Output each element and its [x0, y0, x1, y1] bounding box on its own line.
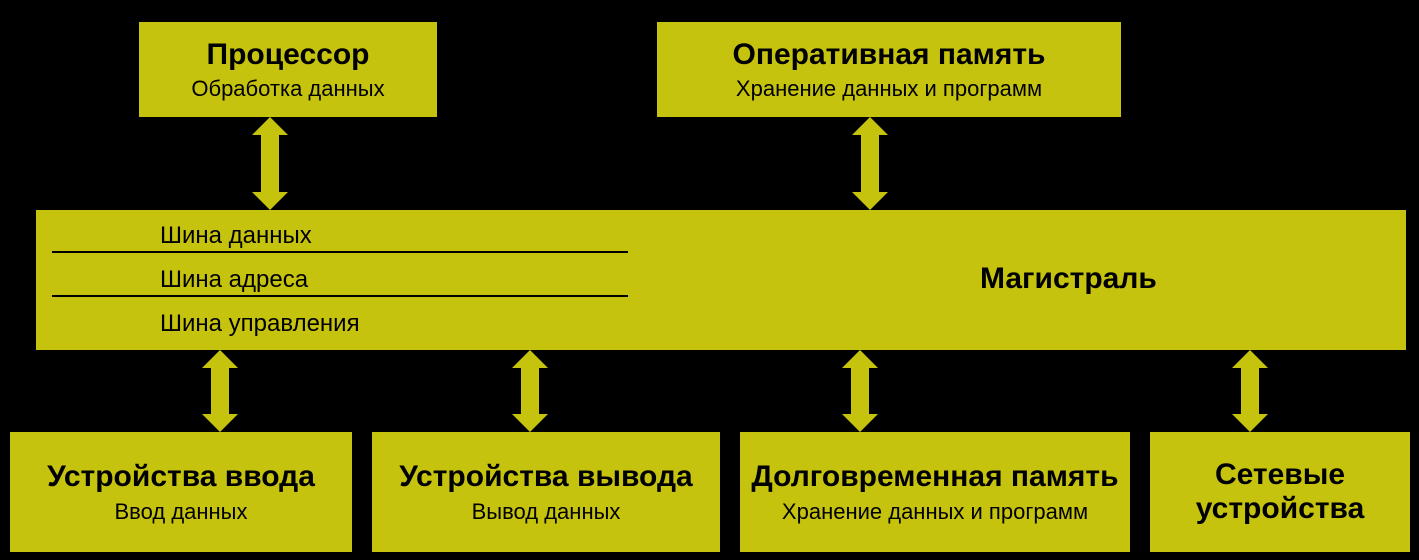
- node-ram-subtitle: Хранение данных и программ: [736, 76, 1042, 101]
- node-ram: Оперативная память Хранение данных и прог…: [657, 22, 1121, 117]
- bus-divider-line: [52, 251, 628, 253]
- node-bus: Шина данных Шина адреса Шина управления Маг…: [36, 210, 1406, 350]
- diagram-canvas: Процессор Обработка данных Оперативная пам…: [0, 0, 1419, 560]
- node-input: Устройства ввода Ввод данных: [10, 432, 352, 552]
- node-cpu-subtitle: Обработка данных: [191, 76, 384, 101]
- bus-line-label-addr: Шина адреса: [160, 266, 308, 294]
- node-storage-subtitle: Хранение данных и программ: [782, 499, 1088, 524]
- bus-line-label-data: Шина данных: [160, 222, 312, 250]
- node-input-subtitle: Ввод данных: [115, 499, 248, 524]
- node-input-title: Устройства ввода: [47, 460, 315, 495]
- double-arrow-icon: [512, 350, 548, 432]
- node-net-title: Сетевые устройства: [1150, 458, 1410, 527]
- double-arrow-icon: [1232, 350, 1268, 432]
- node-net: Сетевые устройства: [1150, 432, 1410, 552]
- double-arrow-icon: [852, 117, 888, 210]
- node-cpu-title: Процессор: [207, 38, 370, 73]
- node-output-title: Устройства вывода: [399, 460, 692, 495]
- bus-divider-line: [52, 295, 628, 297]
- node-ram-title: Оперативная память: [732, 38, 1045, 73]
- node-output-subtitle: Вывод данных: [472, 499, 621, 524]
- double-arrow-icon: [842, 350, 878, 432]
- node-storage-title: Долговременная память: [751, 460, 1118, 495]
- node-output: Устройства вывода Вывод данных: [372, 432, 720, 552]
- double-arrow-icon: [252, 117, 288, 210]
- node-storage: Долговременная память Хранение данных и п…: [740, 432, 1130, 552]
- node-bus-title: Магистраль: [980, 262, 1157, 297]
- double-arrow-icon: [202, 350, 238, 432]
- node-cpu: Процессор Обработка данных: [139, 22, 437, 117]
- bus-line-label-ctrl: Шина управления: [160, 310, 360, 338]
